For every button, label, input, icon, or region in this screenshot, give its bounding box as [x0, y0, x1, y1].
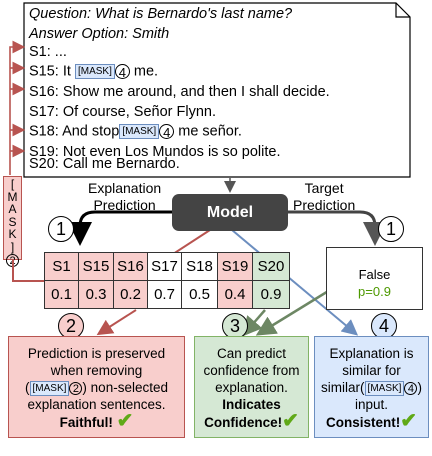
step-4-badge: 4 — [159, 124, 175, 140]
mask-token: [MASK] — [74, 64, 115, 79]
table-cell: 0.3 — [78, 280, 114, 309]
step-1-badge-left: 1 — [48, 216, 74, 242]
target-label: False — [358, 267, 391, 282]
sentence-s19: S19: Not even Los Mundos is so polite. — [29, 144, 281, 160]
sentence-s1: S1: ... — [29, 44, 67, 60]
step-4-badge: 4 — [114, 64, 130, 80]
table-header: S1 — [44, 252, 79, 281]
table-header: S20 — [252, 252, 290, 281]
check-icon: ✔ — [282, 410, 299, 432]
check-icon: ✔ — [400, 410, 417, 432]
sentence-s15: S15: It [MASK] 4 me. — [29, 63, 159, 80]
table-cell: 0.4 — [217, 280, 253, 309]
step-4-badge: 4 — [404, 381, 418, 395]
explanation-prediction-label: Explanation Prediction — [88, 180, 162, 213]
model-box: Model — [172, 194, 288, 231]
table-cell: 0.9 — [252, 280, 290, 309]
table-header: S16 — [113, 252, 148, 281]
sentence-s17: S17: Of course, Señor Flynn. — [29, 104, 216, 120]
target-prediction-box: False p=0.9 — [326, 247, 423, 310]
question-text: Question: What is Bernardo's last name? — [29, 6, 293, 22]
table-header: S17 — [147, 252, 182, 281]
sentence-s16: S16: Show me around, and then I shall de… — [29, 84, 330, 100]
target-probability: p=0.9 — [358, 284, 391, 299]
sentence-s18: S18: And stop [MASK] 4 me señor. — [29, 123, 242, 140]
table-header: S19 — [217, 252, 253, 281]
confidence-card: Can predict confidence from explanation.… — [194, 336, 309, 438]
table-cell: 0.2 — [113, 280, 148, 309]
table-cell: 0.1 — [44, 280, 79, 309]
target-prediction-label: Target Prediction — [293, 180, 356, 213]
side-mask-token: [ M A S K ] 2 — [3, 176, 22, 267]
table-header: S18 — [181, 252, 218, 281]
table-cell: 0.7 — [147, 280, 182, 309]
mask-token: [MASK] — [29, 380, 70, 396]
sentence-s20-text: S20: Call me Bernardo. — [29, 156, 180, 172]
consistent-card: Explanation is similar for similar([MASK… — [314, 336, 429, 438]
step-2-badge: 2 — [69, 381, 83, 395]
table-cell: 0.5 — [181, 280, 218, 309]
mask-token: [MASK] — [364, 380, 405, 396]
check-icon: ✔ — [116, 410, 134, 432]
step-3-badge: 3 — [222, 313, 248, 339]
step-1-badge-right: 1 — [378, 216, 404, 242]
step-4-badge: 4 — [371, 313, 397, 339]
table-header: S15 — [78, 252, 114, 281]
answer-option-text: Answer Option: Smith — [29, 26, 170, 42]
faithful-card: Prediction is preserved when removing ([… — [8, 336, 185, 438]
mask-token: [MASK] — [119, 124, 160, 139]
